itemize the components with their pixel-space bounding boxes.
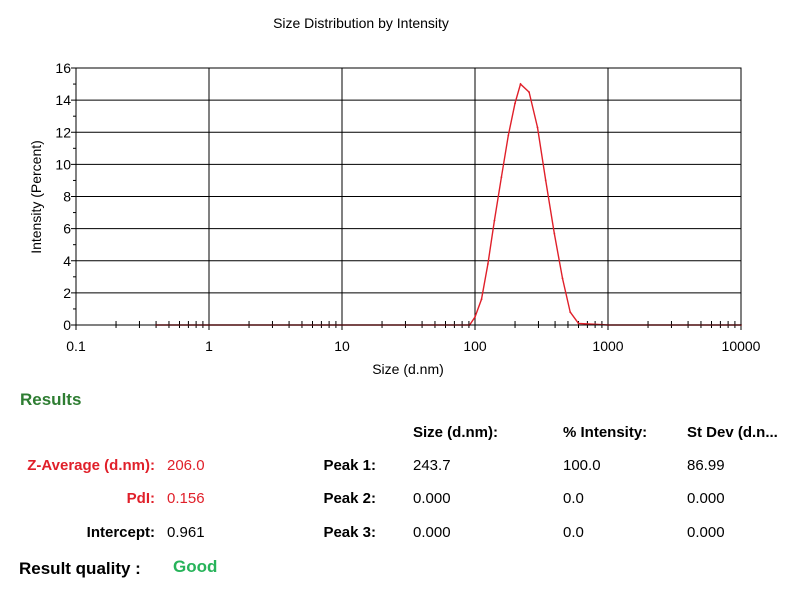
x-tick-label: 0.1	[66, 338, 86, 354]
y-tick-label: 6	[63, 221, 71, 237]
series-point	[561, 277, 564, 280]
column-header-stdev: St Dev (d.n...	[687, 424, 778, 441]
y-tick-label: 0	[63, 317, 71, 333]
y-tick-label: 14	[55, 92, 71, 108]
intensity-series-line	[156, 82, 741, 326]
peak-2-label: Peak 2:	[323, 490, 376, 507]
peak-1-intensity: 100.0	[563, 457, 601, 474]
x-tick-label: 1	[205, 338, 213, 354]
series-point	[493, 219, 496, 222]
series-point	[536, 126, 539, 129]
grid	[76, 68, 741, 325]
peak-3-intensity: 0.0	[563, 524, 584, 541]
series-point	[480, 298, 483, 301]
x-tick-label: 10	[334, 338, 350, 354]
x-tick-label: 10000	[722, 338, 761, 354]
series-point	[569, 311, 572, 314]
chart-title: Size Distribution by Intensity	[273, 15, 449, 31]
peak-1-label: Peak 1:	[323, 457, 376, 474]
peak-3-size: 0.000	[413, 524, 451, 541]
result-quality-label: Result quality :	[19, 559, 141, 578]
column-header-size: Size (d.nm):	[413, 424, 498, 441]
peak-3-stdev: 0.000	[687, 524, 725, 541]
y-tick-label: 12	[55, 124, 71, 140]
series-point	[519, 83, 522, 85]
plot-frame	[75, 67, 742, 326]
z-average-label: Z-Average (d.nm):	[27, 457, 155, 474]
size-distribution-chart: Size Distribution by Intensity Intensity…	[28, 15, 761, 377]
intercept-label: Intercept:	[86, 524, 155, 541]
peak-3-label: Peak 3:	[323, 524, 376, 541]
pdi-label: PdI:	[126, 490, 155, 507]
peak-1-size: 243.7	[413, 457, 451, 474]
y-tick-label: 16	[55, 60, 71, 76]
axis-ticks	[71, 67, 742, 330]
z-average-value: 206.0	[167, 457, 205, 474]
y-axis-label: Intensity (Percent)	[28, 140, 44, 254]
peak-1-stdev: 86.99	[687, 457, 725, 474]
y-tick-label: 2	[63, 285, 71, 301]
series-point	[474, 316, 476, 318]
x-tick-label: 100	[463, 338, 487, 354]
series-point	[486, 263, 489, 265]
column-header-intensity: % Intensity:	[563, 424, 648, 441]
results-heading: Results	[20, 390, 82, 409]
y-tick-labels: 0 2 4 6 8 10 12 14 16	[55, 60, 71, 333]
pdi-value: 0.156	[167, 490, 205, 507]
series-point	[514, 102, 516, 105]
x-axis-label: Size (d.nm)	[372, 361, 444, 377]
peak-2-intensity: 0.0	[563, 490, 584, 507]
x-tick-label: 1000	[592, 338, 623, 354]
plot-series	[155, 82, 742, 326]
series-point	[544, 179, 547, 182]
y-tick-label: 10	[55, 156, 71, 172]
peak-2-size: 0.000	[413, 490, 451, 507]
series-point	[507, 134, 510, 137]
series-point	[500, 176, 503, 179]
series-point	[553, 232, 556, 235]
series-point	[528, 91, 530, 93]
peak-2-stdev: 0.000	[687, 490, 725, 507]
result-quality-value: Good	[173, 557, 218, 576]
series-point	[577, 322, 580, 325]
intercept-value: 0.961	[167, 524, 205, 541]
y-tick-label: 4	[63, 253, 71, 269]
y-tick-label: 8	[63, 189, 71, 205]
x-tick-labels: 0.1 1 10 100 1000 10000	[66, 338, 760, 354]
